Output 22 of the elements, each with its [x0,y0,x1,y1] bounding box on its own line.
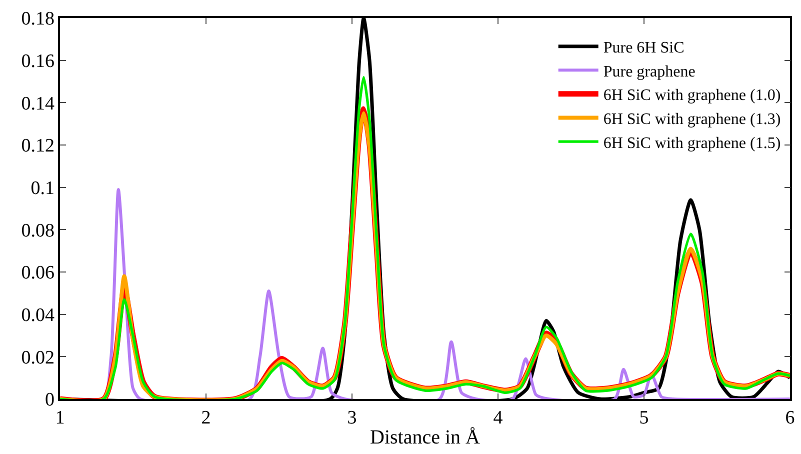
y-tick-label: 0.02 [21,347,54,368]
y-tick-label: 0.16 [21,50,54,72]
x-tick-label: 6 [785,408,795,429]
x-tick-label: 2 [201,408,211,429]
x-tick-label: 3 [347,408,357,429]
y-tick-label: 0.18 [21,8,54,30]
y-tick-label: 0.04 [21,304,55,326]
y-tick-label: 0.08 [21,220,54,242]
x-tick-label: 4 [493,408,504,429]
y-tick-label: 0 [44,390,54,411]
x-tick-label: 1 [55,408,65,429]
y-tick-label: 0.1 [30,178,54,199]
x-axis-title: Distance in Å [370,426,481,449]
legend-label: 6H SiC with graphene (1.3) [603,110,781,128]
legend-label: Pure 6H SiC [603,40,684,57]
legend-label: 6H SiC with graphene (1.5) [603,134,781,152]
y-tick-label: 0.06 [21,262,54,284]
legend-label: Pure graphene [603,63,696,80]
legend-label: 6H SiC with graphene (1.0) [603,87,781,104]
y-tick-label: 0.14 [21,93,55,114]
y-tick-label: 0.12 [21,136,54,157]
x-tick-label: 5 [639,408,649,429]
